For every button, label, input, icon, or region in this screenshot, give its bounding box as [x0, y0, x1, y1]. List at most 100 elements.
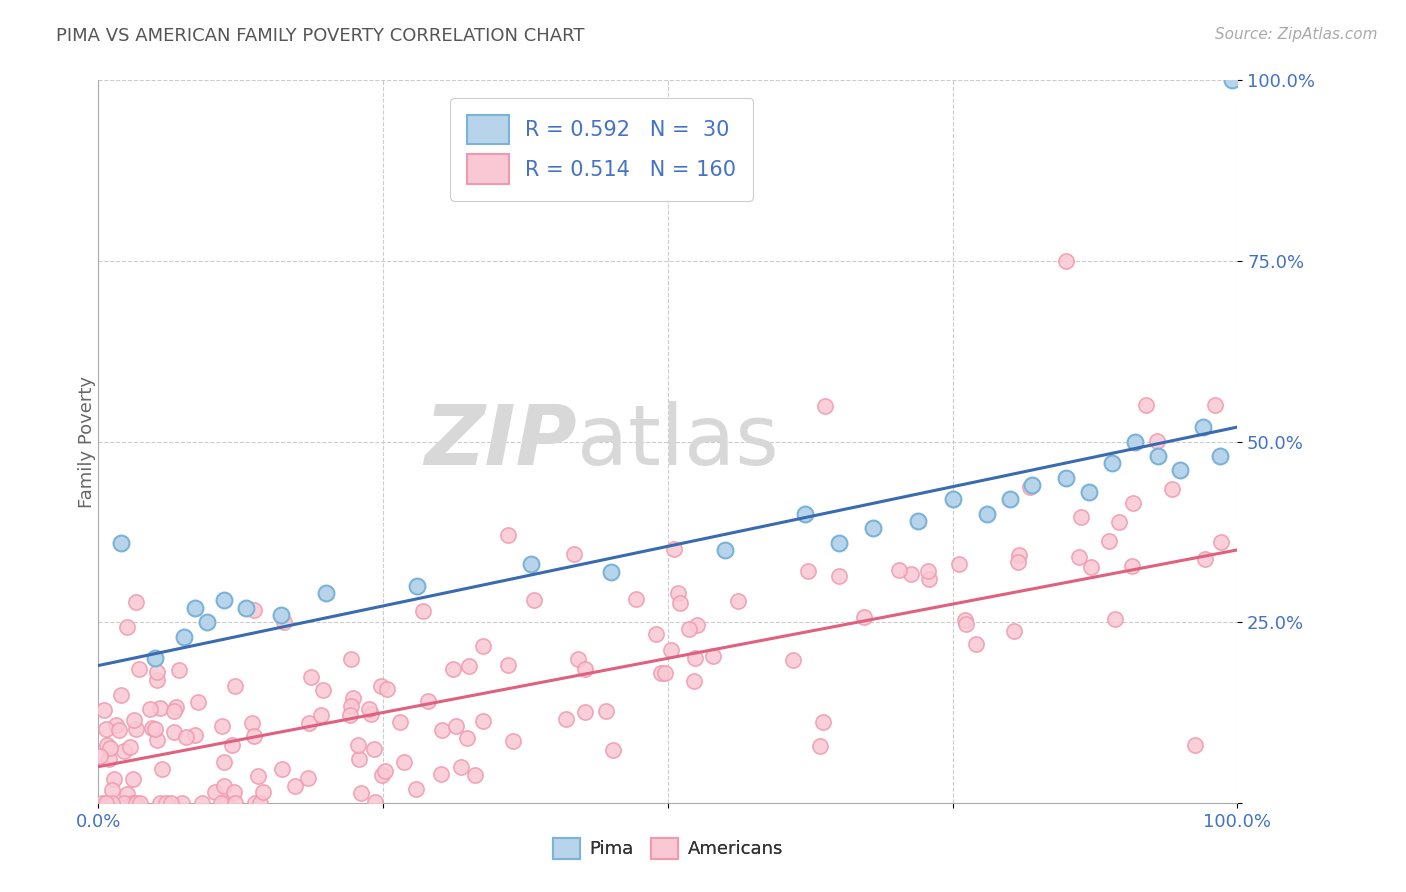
Point [1108, 516, 1130, 530]
Point [430, 766, 453, 780]
Point [108, 723, 131, 738]
Point [1194, 552, 1216, 566]
Point [450, 760, 472, 774]
Point [298, 715, 321, 730]
Point [1056, 471, 1078, 485]
Point [149, 796, 172, 810]
Point [1209, 534, 1232, 549]
Point [339, 708, 361, 723]
Point [942, 492, 965, 507]
Point [122, 796, 145, 810]
Point [122, 772, 145, 786]
Point [360, 707, 382, 722]
Point [907, 514, 929, 528]
Point [117, 620, 139, 634]
Point [917, 564, 939, 578]
Point [100, 796, 122, 810]
Point [104, 718, 127, 732]
Point [150, 762, 173, 776]
Point [418, 694, 440, 708]
Point [163, 704, 186, 718]
Point [212, 780, 235, 794]
Point [299, 670, 322, 684]
Point [828, 535, 851, 549]
Point [441, 663, 464, 677]
Point [247, 768, 270, 782]
Point [406, 579, 429, 593]
Point [659, 643, 682, 657]
Point [1007, 556, 1029, 570]
Point [374, 764, 396, 779]
Point [498, 657, 520, 672]
Point [1098, 534, 1121, 549]
Point [297, 771, 319, 785]
Point [117, 787, 139, 801]
Point [209, 796, 232, 810]
Y-axis label: Family Poverty: Family Poverty [79, 376, 96, 508]
Point [405, 782, 427, 797]
Point [122, 713, 145, 727]
Text: atlas: atlas [576, 401, 779, 482]
Point [125, 723, 148, 737]
Legend: Pima, Americans: Pima, Americans [546, 830, 790, 866]
Point [184, 728, 207, 742]
Point [683, 650, 706, 665]
Point [93, 703, 115, 717]
Point [240, 716, 263, 731]
Point [948, 557, 970, 571]
Point [311, 708, 333, 723]
Point [364, 795, 387, 809]
Point [1135, 398, 1157, 412]
Point [145, 651, 167, 665]
Point [141, 722, 163, 736]
Point [128, 662, 150, 676]
Point [146, 673, 169, 687]
Point [471, 714, 494, 729]
Point [457, 659, 479, 673]
Text: Source: ZipAtlas.com: Source: ZipAtlas.com [1215, 27, 1378, 42]
Point [600, 565, 623, 579]
Point [1161, 482, 1184, 496]
Point [813, 399, 835, 413]
Point [918, 572, 941, 586]
Point [363, 742, 385, 756]
Point [129, 796, 152, 810]
Point [523, 592, 546, 607]
Point [214, 796, 236, 810]
Point [347, 738, 370, 752]
Point [574, 705, 596, 719]
Point [211, 719, 233, 733]
Point [120, 740, 142, 755]
Point [797, 564, 820, 578]
Point [174, 731, 197, 745]
Point [350, 786, 373, 800]
Point [498, 528, 520, 542]
Point [110, 535, 132, 549]
Point [245, 796, 267, 810]
Point [1070, 510, 1092, 524]
Point [811, 714, 834, 729]
Point [446, 719, 468, 733]
Point [89, 749, 111, 764]
Point [702, 649, 724, 664]
Point [644, 627, 666, 641]
Point [602, 743, 624, 757]
Point [887, 562, 910, 576]
Point [100, 783, 122, 797]
Point [243, 603, 266, 617]
Point [682, 674, 704, 689]
Point [1067, 549, 1090, 564]
Point [204, 785, 226, 799]
Point [1078, 485, 1101, 500]
Point [1019, 480, 1042, 494]
Point [1080, 560, 1102, 574]
Point [1146, 449, 1168, 463]
Point [650, 666, 672, 681]
Point [371, 768, 394, 782]
Point [1021, 478, 1043, 492]
Point [125, 796, 148, 810]
Point [112, 796, 135, 810]
Point [340, 652, 363, 666]
Point [375, 682, 398, 697]
Point [472, 639, 495, 653]
